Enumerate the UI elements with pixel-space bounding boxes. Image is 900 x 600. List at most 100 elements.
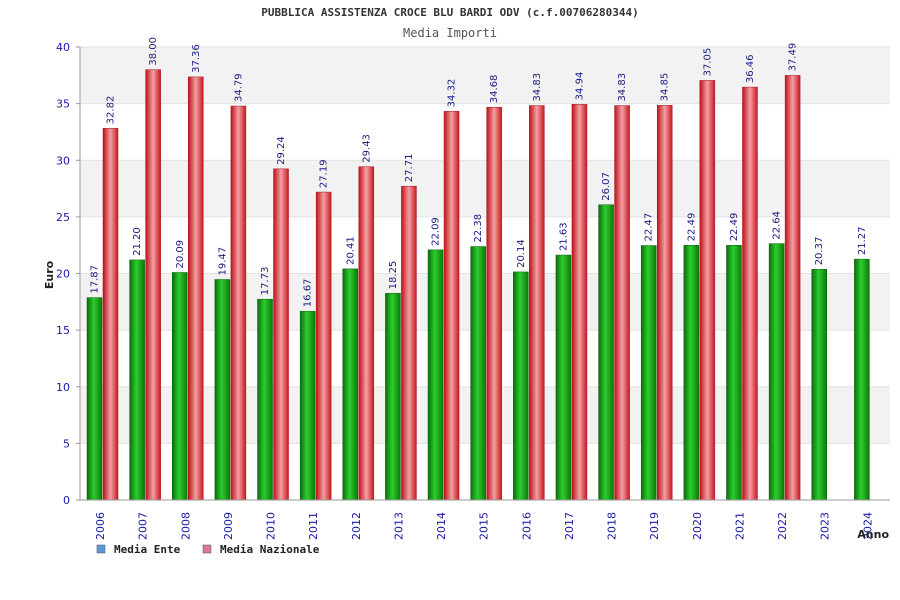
data-label: 16.67 [303,279,314,308]
x-axis-label: Anno [857,528,889,541]
x-axis-ticks: 2006 2007 2008 2009 2010 2011 2012 2013 2014 2015… [94,512,874,540]
y-tick-label: 25 [56,211,70,224]
data-label: 22.49 [729,213,740,242]
bar-media-nazionale-2021 [742,86,758,501]
x-tick-label: 2006 [94,512,107,540]
x-tick-label: 2020 [691,512,704,540]
y-tick-label: 5 [63,437,70,450]
data-label: 21.27 [857,226,868,255]
y-tick-label: 30 [56,154,70,167]
x-tick-label: 2007 [137,512,150,540]
x-tick-label: 2015 [478,512,491,540]
data-label: 34.83 [617,73,628,102]
data-label: 37.49 [788,43,799,72]
chart-title: PUBBLICA ASSISTENZA CROCE BLU BARDI ODV … [261,6,639,19]
y-tick-label: 35 [56,98,70,111]
bar-media-nazionale-2015 [486,106,502,501]
bar-media-ente-2020 [683,245,700,501]
data-label: 32.82 [106,96,117,125]
data-label: 34.79 [233,73,244,102]
data-label: 22.09 [431,217,442,246]
data-label: 20.09 [175,240,186,269]
y-tick-label: 0 [63,494,70,507]
legend-swatch-media-nazionale [202,544,212,554]
x-tick-label: 2013 [392,512,405,540]
data-label: 22.38 [473,214,484,243]
bar-media-ente-2019 [640,245,657,501]
x-tick-label: 2017 [563,512,576,540]
data-label: 29.24 [276,136,287,165]
bar-media-ente-2006 [86,297,103,501]
data-label: 38.00 [148,37,159,66]
data-label: 29.43 [361,134,372,163]
bar-media-nazionale-2008 [188,76,204,501]
bar-media-nazionale-2009 [230,105,247,501]
legend: Media Ente Media Nazionale [96,543,320,556]
data-label: 21.63 [558,222,569,251]
data-label: 22.49 [686,213,697,242]
data-label: 21.20 [132,227,143,256]
bar-media-ente-2017 [555,254,572,501]
data-label: 34.68 [489,75,500,104]
x-tick-label: 2012 [350,512,363,540]
data-label: 36.46 [745,54,756,83]
bar-media-ente-2012 [342,268,359,501]
bar-media-nazionale-2020 [699,80,716,501]
bar-media-ente-2015 [470,246,486,501]
chart-subtitle: Media Importi [403,26,497,40]
x-tick-label: 2021 [733,512,746,540]
data-label: 20.41 [345,236,356,265]
bar-media-nazionale-2010 [273,168,289,501]
bar-media-nazionale-2012 [358,166,375,501]
y-tick-label: 40 [56,41,70,54]
y-axis-label: Euro [43,260,56,289]
data-label: 20.37 [814,237,825,266]
x-tick-label: 2008 [179,512,192,540]
data-label: 17.87 [90,265,101,294]
x-tick-label: 2019 [648,512,661,540]
bar-media-ente-2010 [257,298,273,501]
bar-media-nazionale-2006 [102,128,119,501]
bar-media-nazionale-2016 [529,105,545,501]
x-tick-label: 2009 [222,512,235,540]
data-label: 37.36 [191,44,202,73]
data-label: 37.05 [702,48,713,77]
bar-media-nazionale-2013 [401,185,417,501]
data-label: 22.64 [772,211,783,240]
bar-media-ente-2009 [214,279,231,501]
data-label: 22.47 [644,213,655,242]
bar-media-nazionale-2007 [145,69,161,501]
x-tick-label: 2011 [307,512,320,540]
bar-media-nazionale-2019 [656,105,673,501]
bar-media-nazionale-2017 [571,104,588,501]
y-axis-ticks: 0 5 10 15 20 25 30 35 40 [56,41,80,507]
x-tick-label: 2024 [861,512,874,540]
bar-media-ente-2021 [726,245,742,501]
bar-media-ente-2022 [768,243,785,501]
x-tick-label: 2014 [435,512,448,540]
data-label: 26.07 [601,172,612,201]
y-tick-label: 20 [56,268,70,281]
y-tick-label: 10 [56,381,70,394]
bar-media-ente-2008 [172,272,188,501]
bar-media-nazionale-2018 [614,105,630,501]
legend-swatch-media-ente [96,544,106,554]
data-label: 34.32 [447,79,458,108]
bar-media-ente-2007 [129,259,145,501]
bar-media-ente-2024 [854,258,870,501]
bar-media-nazionale-2022 [784,75,801,501]
bar-media-ente-2011 [299,310,316,501]
x-tick-label: 2016 [520,512,533,540]
x-tick-label: 2010 [265,512,278,540]
x-tick-label: 2023 [819,512,832,540]
bar-media-ente-2013 [385,293,401,501]
legend-label-media-nazionale: Media Nazionale [220,543,320,556]
data-labels: 17.87 32.82 21.20 38.00 20.09 37.36 19.47 34.79… [90,37,868,307]
data-label: 34.94 [574,72,585,101]
bar-media-ente-2023 [811,269,827,501]
data-label: 18.25 [388,261,399,290]
data-label: 34.85 [660,73,671,102]
data-label: 20.14 [516,239,527,268]
y-tick-label: 15 [56,324,70,337]
